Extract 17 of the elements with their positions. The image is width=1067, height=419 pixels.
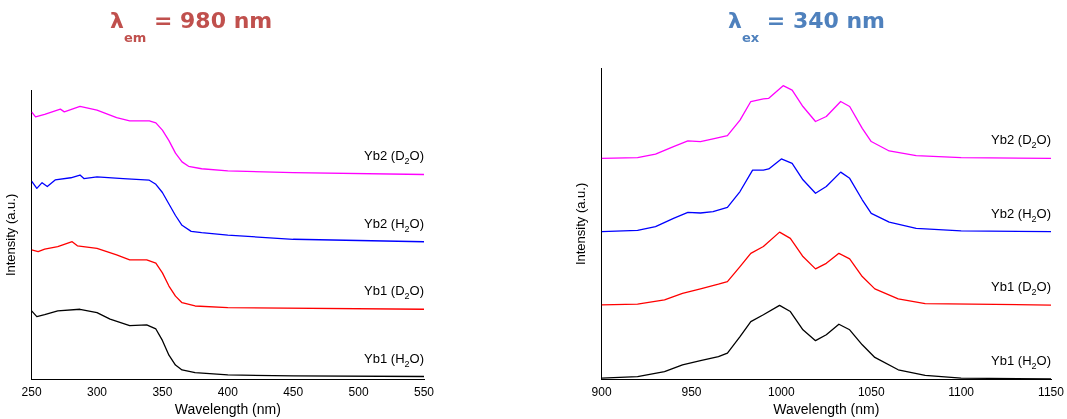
y-axis-title: Intensity (a.u.) bbox=[573, 182, 589, 266]
x-tick-label: 1150 bbox=[1038, 385, 1065, 400]
x-axis-title: Wavelength (nm) bbox=[773, 401, 880, 418]
x-axis-title: Wavelength (nm) bbox=[174, 401, 281, 418]
x-tick-label: 500 bbox=[348, 385, 369, 400]
x-tick-label: 550 bbox=[413, 385, 435, 400]
x-tick-label: 400 bbox=[217, 385, 239, 400]
x-tick-label: 300 bbox=[86, 385, 108, 400]
x-tick-label: 350 bbox=[152, 385, 173, 400]
y-axis-title: Intensity (a.u.) bbox=[3, 193, 19, 277]
x-tick-label: 250 bbox=[21, 385, 42, 400]
x-tick-label: 450 bbox=[283, 385, 304, 400]
x-tick-label: 1050 bbox=[857, 385, 885, 400]
x-tick-label: 950 bbox=[681, 385, 702, 400]
x-tick-label: 1100 bbox=[948, 385, 975, 400]
x-tick-label: 900 bbox=[591, 385, 612, 400]
x-tick-label: 1000 bbox=[768, 385, 796, 400]
